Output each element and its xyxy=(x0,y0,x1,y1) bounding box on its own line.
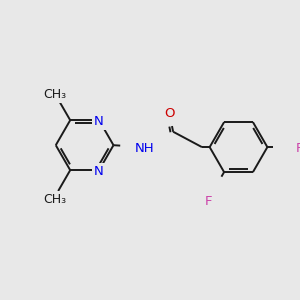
Text: O: O xyxy=(164,107,175,121)
Text: CH₃: CH₃ xyxy=(43,88,66,101)
Text: F: F xyxy=(205,195,212,208)
Text: NH: NH xyxy=(134,142,154,155)
Text: F: F xyxy=(296,142,300,155)
Text: N: N xyxy=(94,165,104,178)
Text: CH₃: CH₃ xyxy=(43,193,66,206)
Text: N: N xyxy=(94,115,104,128)
